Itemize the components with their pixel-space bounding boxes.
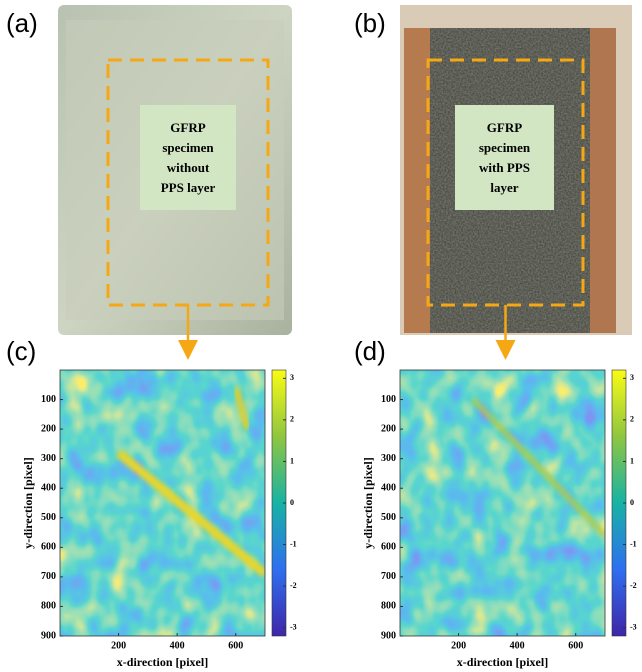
heatmap-field	[400, 370, 605, 636]
y-tick-label: 700	[41, 571, 56, 582]
y-tick-label: 200	[381, 423, 396, 434]
colorbar-tick-label: 3	[290, 373, 294, 382]
y-tick-label: 900	[41, 630, 56, 641]
heatmap	[60, 370, 265, 636]
field	[60, 370, 265, 636]
colorbar-tick-label: 2	[290, 415, 294, 424]
caption-line: PPS layer	[161, 180, 216, 195]
caption-line: GFRP	[170, 120, 205, 135]
y-tick-label: 900	[381, 630, 396, 641]
y-tick-label: 500	[381, 512, 396, 523]
colorbar-tick-label: -1	[290, 539, 297, 548]
colorbar-tick-label: 0	[290, 498, 294, 507]
y-tick-label: 600	[381, 542, 396, 553]
panel-label: (d)	[354, 336, 386, 366]
y-tick-label: 500	[41, 512, 56, 523]
colorbar-tick-label: -1	[630, 539, 637, 548]
caption-line: GFRP	[487, 120, 522, 135]
y-tick-label: 400	[381, 483, 396, 494]
caption-line: specimen	[479, 140, 531, 155]
y-axis-label: y-direction [pixel]	[21, 457, 35, 548]
x-axis-label: x-direction [pixel]	[457, 655, 548, 669]
colorbar-tick-label: 0	[630, 498, 634, 507]
caption-line: specimen	[162, 140, 214, 155]
x-tick-label: 200	[451, 640, 466, 651]
x-tick-label: 600	[228, 640, 243, 651]
caption-line: with PPS	[479, 160, 530, 175]
colorbar-tick-label: -3	[290, 623, 297, 632]
x-tick-label: 600	[568, 640, 583, 651]
y-tick-label: 300	[41, 453, 56, 464]
panel-label: (c)	[6, 336, 36, 366]
heatmap	[400, 370, 605, 636]
y-tick-label: 700	[381, 571, 396, 582]
y-tick-label: 400	[41, 483, 56, 494]
caption-line: without	[167, 160, 210, 175]
colorbar-tick-label: 2	[630, 415, 634, 424]
y-axis-label: y-direction [pixel]	[361, 457, 375, 548]
colorbar-tick-label: 3	[630, 373, 634, 382]
y-tick-label: 200	[41, 423, 56, 434]
y-tick-label: 300	[381, 453, 396, 464]
x-tick-label: 400	[510, 640, 525, 651]
x-tick-label: 200	[111, 640, 126, 651]
colorbar-tick-label: 1	[290, 456, 294, 465]
x-tick-label: 400	[170, 640, 185, 651]
colorbar-tick-label: -2	[630, 581, 637, 590]
caption-line: layer	[490, 180, 518, 195]
colorbar-tick-label: -3	[630, 623, 637, 632]
colorbar-tick-label: -2	[290, 581, 297, 590]
colorbar-tick-label: 1	[630, 456, 634, 465]
y-tick-label: 600	[41, 542, 56, 553]
y-tick-label: 100	[381, 394, 396, 405]
y-tick-label: 800	[41, 601, 56, 612]
y-tick-label: 100	[41, 394, 56, 405]
x-axis-label: x-direction [pixel]	[117, 655, 208, 669]
heatmap-field	[60, 370, 265, 636]
panel-label: (b)	[354, 8, 386, 38]
panel-label: (a)	[6, 8, 38, 38]
y-tick-label: 800	[381, 601, 396, 612]
figure: (a) GFRP specimen without PPS layer (b) GFRP sp…	[0, 0, 642, 672]
